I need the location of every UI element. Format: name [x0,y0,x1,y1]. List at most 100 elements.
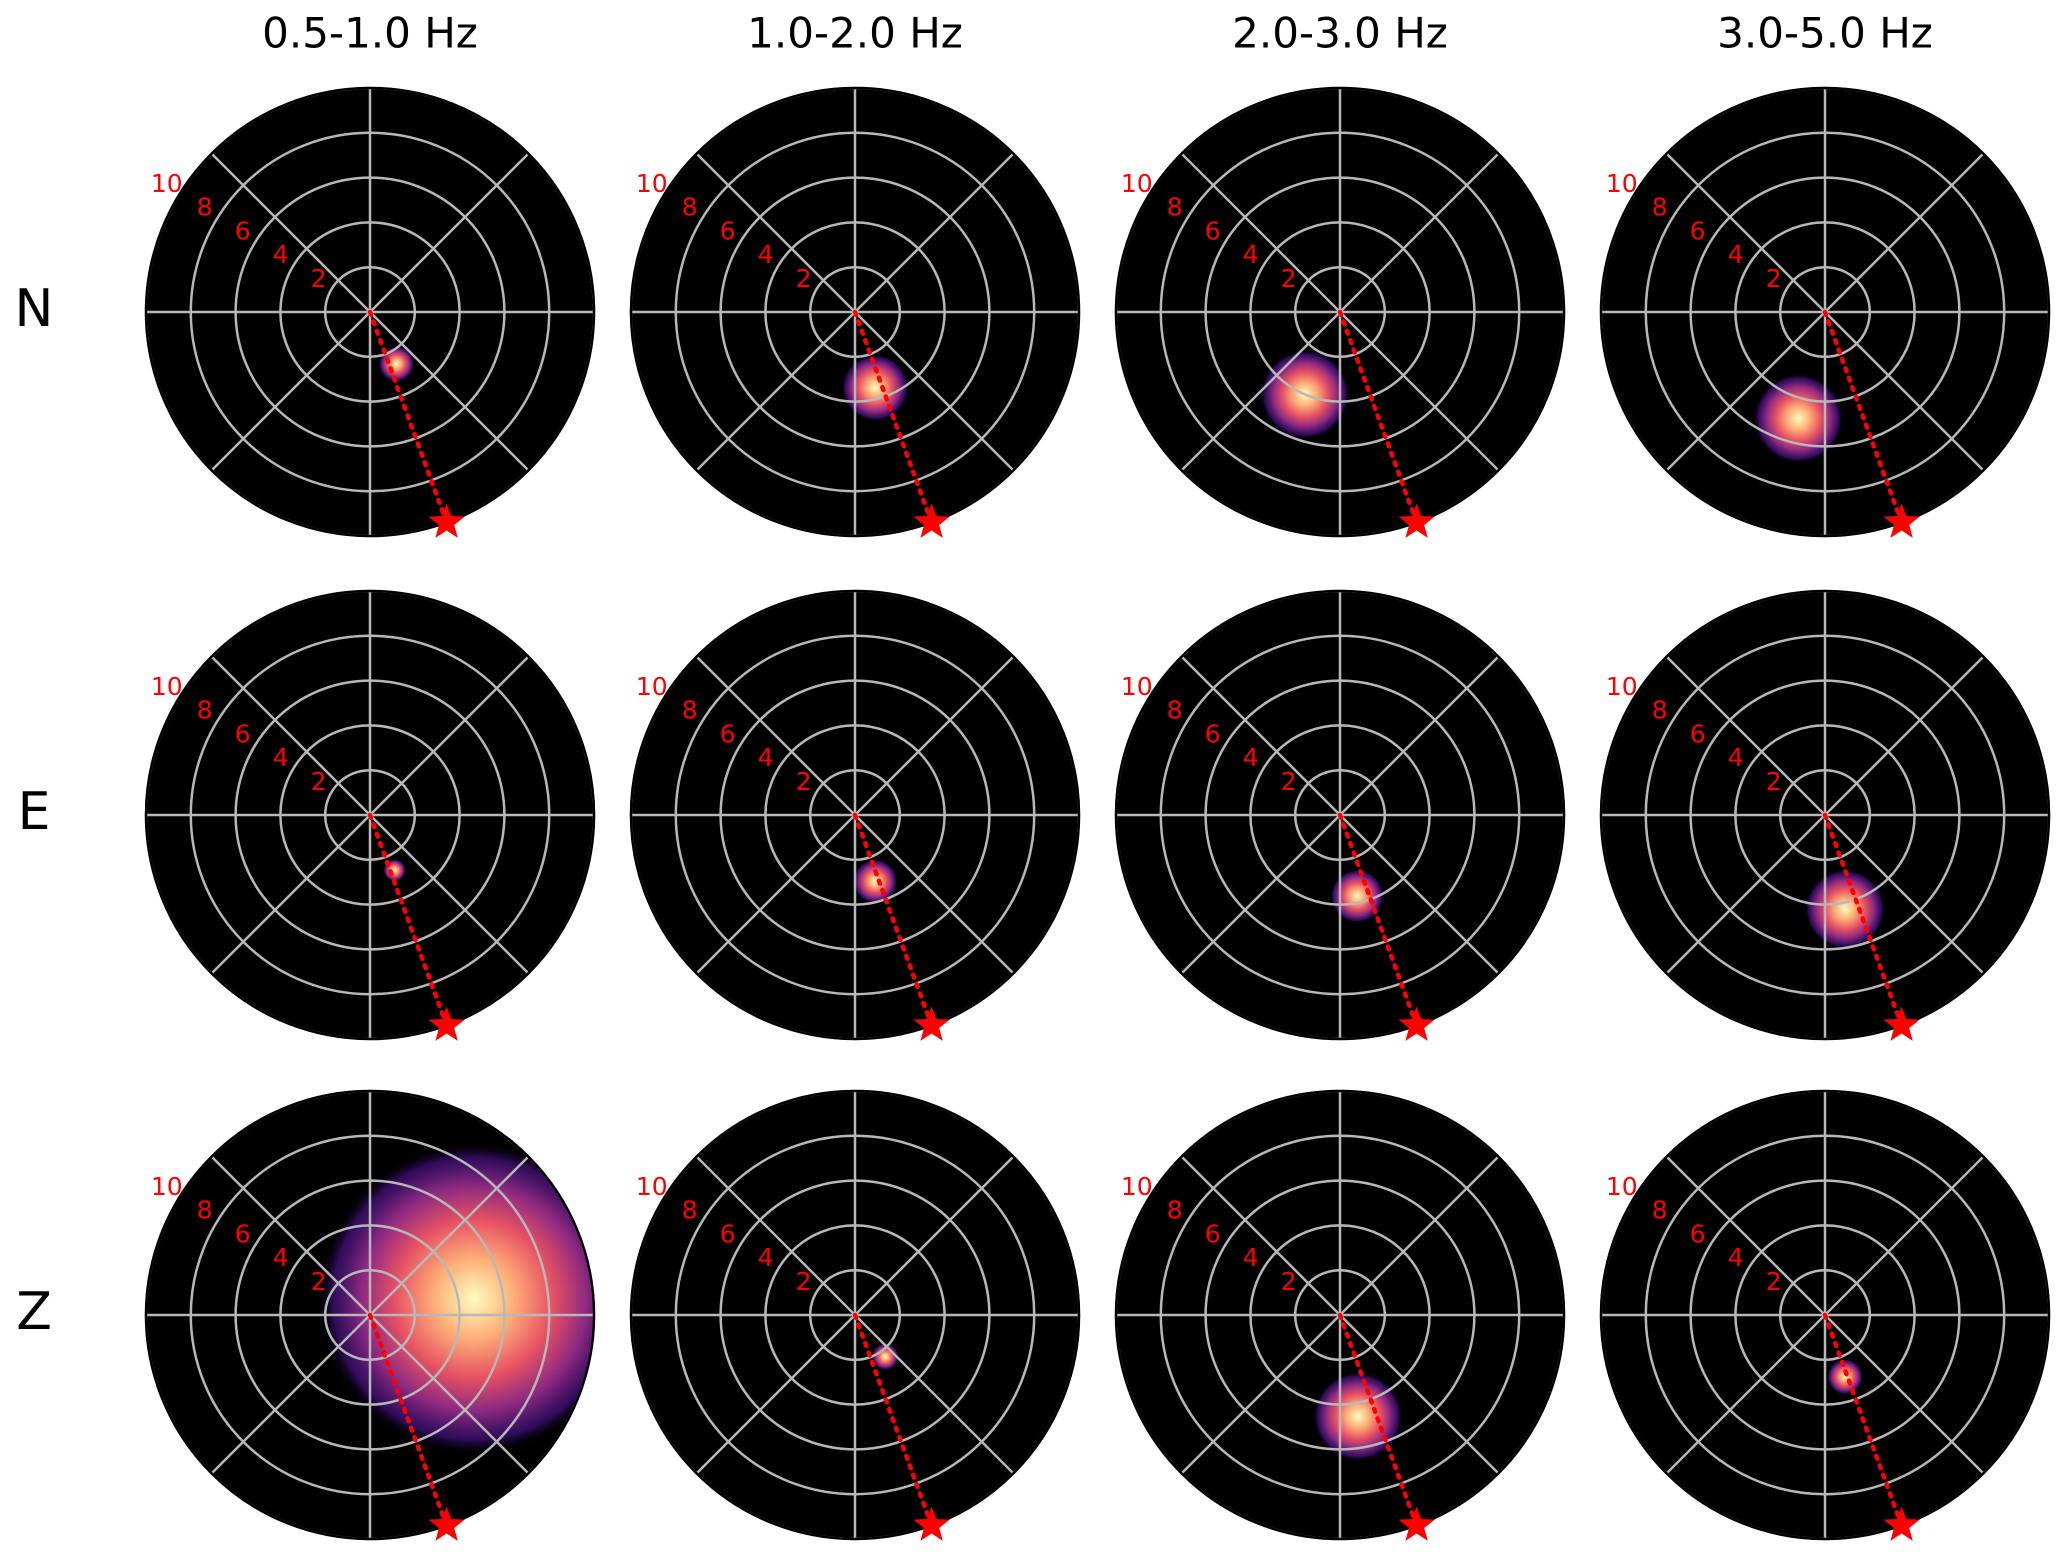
radial-tick-label: 6 [1205,216,1221,245]
radial-tick-label: 4 [1243,1243,1259,1272]
radial-tick-label: 8 [682,193,698,222]
radial-tick-label: 4 [758,1243,774,1272]
angular-grid-line [1665,311,1826,472]
source-star [428,1506,465,1541]
angular-grid-line [1339,311,1500,472]
angular-grid-line [210,152,371,313]
radial-tick-label: 6 [1690,1219,1706,1248]
source-direction [852,309,934,525]
source-direction [1337,812,1419,1028]
angular-grid-line [1824,152,1985,313]
radial-tick-label: 6 [720,1219,736,1248]
angular-grid-line [1339,1155,1500,1316]
angular-grid-line [1665,1314,1826,1475]
source-star [1398,1006,1435,1041]
angular-grid-line [1180,152,1341,313]
angular-grid-line [1665,152,1826,313]
source-star [913,1506,950,1541]
radial-tick-label: 8 [1652,696,1668,725]
polar-outline [629,86,1081,538]
angular-grid-line [854,311,1015,472]
source-star [913,503,950,538]
polar-outline [629,589,1081,1041]
radial-tick-label: 2 [311,1267,327,1296]
radial-tick-label: 8 [1167,193,1183,222]
row-label: E [18,782,51,842]
angular-grid-line [1665,655,1826,816]
radial-tick-label: 4 [273,743,289,772]
radial-tick-label: 8 [1652,193,1668,222]
density-hotspot [871,1343,899,1371]
radial-tick-label: 10 [1606,672,1638,701]
radial-tick-label: 4 [758,240,774,269]
angular-grid-line [695,152,856,313]
angular-grid-line [695,1314,856,1475]
density-hotspot [841,354,909,422]
polar-outline [1114,86,1566,538]
column-title: 3.0-5.0 Hz [1717,9,1933,58]
radial-tick-label: 4 [1728,1243,1744,1272]
radial-tick-label: 10 [636,1172,668,1201]
radial-tick-label: 4 [1728,743,1744,772]
polar-outline [1114,1089,1566,1541]
radial-tick-label: 8 [1167,696,1183,725]
angular-grid-line [369,1314,530,1475]
radial-tick-label: 8 [682,696,698,725]
radial-tick-label: 4 [273,240,289,269]
angular-grid-line [695,655,856,816]
radial-tick-label: 4 [273,1243,289,1272]
polar-outline [144,1089,596,1541]
radial-tick-label: 10 [1121,169,1153,198]
source-direction [1337,1312,1419,1528]
angular-grid-line [210,1155,371,1316]
radial-tick-label: 2 [1766,767,1782,796]
polar-outline [629,1089,1081,1541]
source-direction [852,812,934,1028]
angular-grid-line [1824,311,1985,472]
angular-grid-line [1824,1314,1985,1475]
angular-grid-line [854,152,1015,313]
radial-tick-label: 2 [796,767,812,796]
angular-grid-line [369,152,530,313]
radial-tick-label: 2 [796,1267,812,1296]
angular-grid-line [1339,814,1500,975]
density-hotspot [317,1141,594,1456]
radial-tick-label: 10 [1121,1172,1153,1201]
radial-tick-label: 10 [151,169,183,198]
polar-outline [1599,589,2051,1041]
angular-grid-line [210,311,371,472]
radial-tick-label: 10 [151,1172,183,1201]
radial-tick-label: 6 [1205,719,1221,748]
angular-grid-line [210,814,371,975]
radial-tick-label: 10 [636,672,668,701]
column-title: 2.0-3.0 Hz [1232,9,1448,58]
radial-tick-label: 2 [311,767,327,796]
angular-grid-line [1339,152,1500,313]
source-star [913,1006,950,1041]
radial-tick-label: 8 [682,1196,698,1225]
density-hotspot [378,345,415,382]
radial-tick-label: 4 [758,743,774,772]
density-hotspot [1330,869,1385,923]
radial-tick-label: 6 [235,1219,251,1248]
polar-outline [144,589,596,1041]
angular-grid-line [1665,1155,1826,1316]
radial-tick-label: 6 [235,719,251,748]
polar-outline [1599,86,2051,538]
radial-tick-label: 10 [636,169,668,198]
radial-tick-label: 2 [796,264,812,293]
angular-grid-line [854,1155,1015,1316]
angular-grid-line [1824,814,1985,975]
angular-grid-line [1665,814,1826,975]
angular-grid-line [1180,814,1341,975]
source-direction [1337,309,1419,525]
radial-tick-label: 2 [1281,1267,1297,1296]
radial-tick-label: 2 [1281,767,1297,796]
radial-tick-label: 10 [1121,672,1153,701]
angular-grid-line [1180,655,1341,816]
